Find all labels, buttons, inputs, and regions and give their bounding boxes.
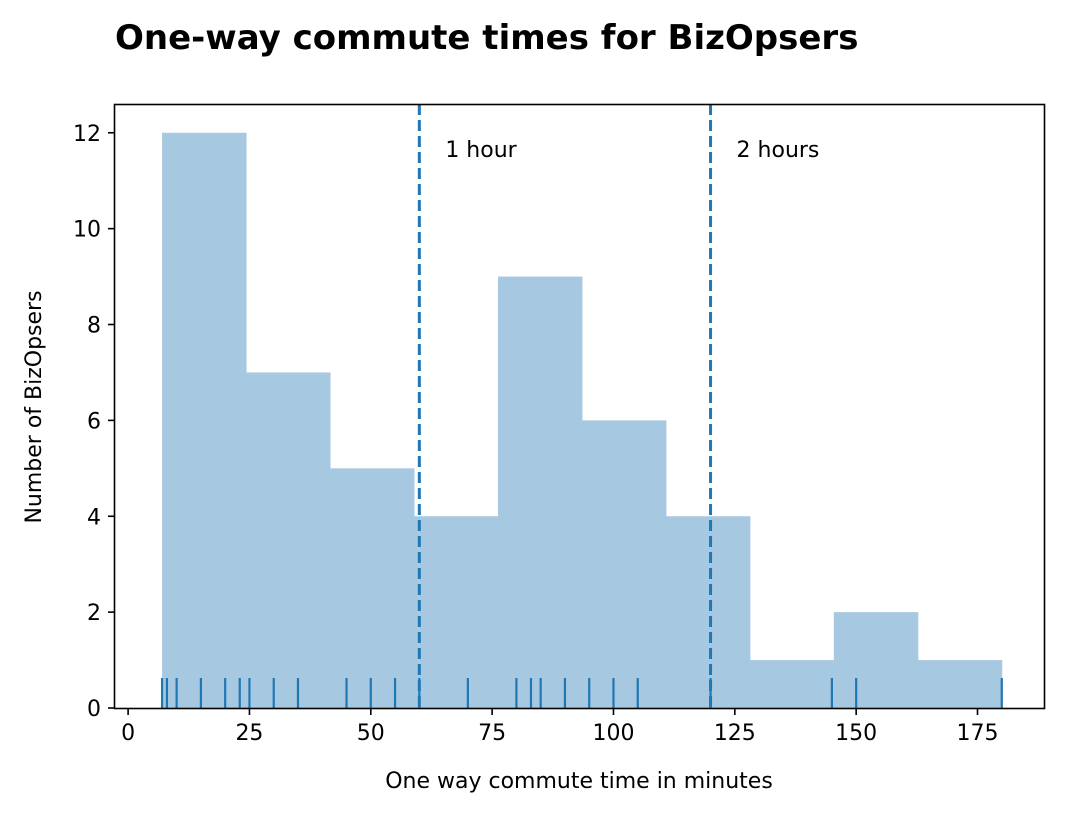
y-tick-label: 4 bbox=[87, 505, 101, 530]
reference-line-label: 2 hours bbox=[737, 138, 820, 163]
x-tick-label: 50 bbox=[357, 721, 385, 746]
histogram-bar bbox=[246, 372, 331, 708]
histogram-bar bbox=[413, 516, 499, 708]
x-tick-label: 75 bbox=[478, 721, 506, 746]
y-tick-label: 0 bbox=[87, 697, 101, 722]
histogram-bar bbox=[497, 276, 583, 708]
reference-line-label: 1 hour bbox=[445, 138, 517, 163]
x-tick-label: 150 bbox=[835, 721, 877, 746]
histogram-bar bbox=[833, 612, 919, 708]
histogram-bar bbox=[917, 660, 1003, 708]
x-tick-label: 25 bbox=[235, 721, 263, 746]
y-tick-label: 8 bbox=[87, 314, 101, 339]
y-tick-label: 12 bbox=[73, 122, 101, 147]
y-axis-label: Number of BizOpsers bbox=[22, 290, 47, 523]
y-axis-ticks: 0 2 4 6 8 10 12 bbox=[73, 122, 115, 722]
histogram-bars bbox=[162, 132, 1003, 708]
histogram-bar bbox=[665, 516, 751, 708]
x-tick-label: 0 bbox=[121, 721, 135, 746]
histogram-bar bbox=[581, 420, 667, 708]
x-tick-label: 125 bbox=[714, 721, 756, 746]
x-axis-ticks: 0 25 50 75 100 125 150 175 bbox=[121, 708, 999, 746]
y-tick-label: 6 bbox=[87, 409, 101, 434]
y-tick-label: 2 bbox=[87, 601, 101, 626]
histogram-bar bbox=[162, 132, 247, 708]
chart-title: One-way commute times for BizOpsers bbox=[115, 18, 858, 58]
x-tick-label: 100 bbox=[592, 721, 634, 746]
histogram-bar bbox=[749, 660, 835, 708]
reference-lines: 1 hour 2 hours bbox=[417, 104, 820, 708]
x-tick-label: 175 bbox=[957, 721, 999, 746]
x-axis-label: One way commute time in minutes bbox=[385, 769, 773, 794]
y-tick-label: 10 bbox=[73, 218, 101, 243]
histogram-bar bbox=[330, 468, 415, 708]
plot-area-frame bbox=[113, 103, 1046, 710]
